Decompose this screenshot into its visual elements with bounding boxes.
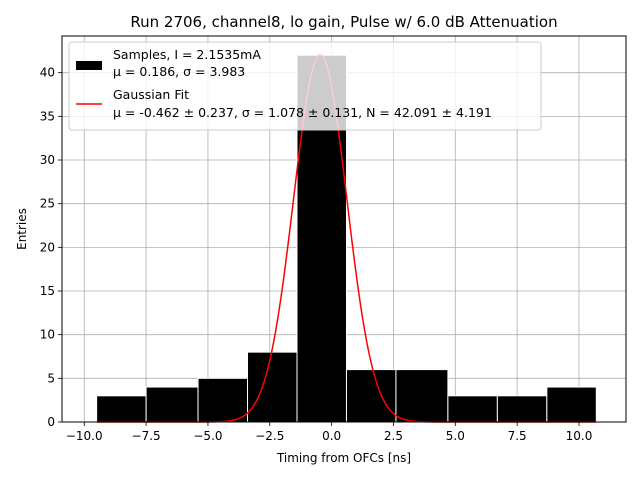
legend-swatch-samples bbox=[76, 61, 102, 70]
y-tick-label: 15 bbox=[40, 284, 55, 298]
y-tick-label: 40 bbox=[40, 66, 55, 80]
y-tick-label: 25 bbox=[40, 197, 55, 211]
histogram-bar bbox=[447, 395, 498, 423]
y-tick-label: 35 bbox=[40, 109, 55, 123]
histogram-bar bbox=[96, 395, 147, 423]
histogram-bar bbox=[247, 351, 298, 423]
legend-samples-line1: Samples, I = 2.1535mA bbox=[113, 47, 261, 62]
x-tick-label: 0.0 bbox=[322, 429, 341, 443]
legend: Samples, I = 2.1535mA μ = 0.186, σ = 3.9… bbox=[68, 41, 542, 131]
x-tick-label: −5.0 bbox=[193, 429, 222, 443]
chart-title: Run 2706, channel8, lo gain, Pulse w/ 6.… bbox=[130, 13, 557, 31]
legend-fit-line1: Gaussian Fit bbox=[113, 87, 189, 102]
x-tick-label: −7.5 bbox=[132, 429, 161, 443]
y-tick-label: 30 bbox=[40, 153, 55, 167]
histogram-bar bbox=[145, 386, 199, 423]
histogram-bar bbox=[546, 386, 597, 423]
y-tick-label: 20 bbox=[40, 240, 55, 254]
x-tick-label: −2.5 bbox=[255, 429, 284, 443]
histogram-bar bbox=[496, 395, 548, 423]
y-axis-label: Entries bbox=[15, 208, 29, 250]
x-tick-label: 10.0 bbox=[566, 429, 593, 443]
x-tick-label: −10.0 bbox=[66, 429, 103, 443]
histogram-bar bbox=[345, 369, 397, 423]
legend-samples-line2: μ = 0.186, σ = 3.983 bbox=[113, 64, 245, 79]
x-tick-label: 2.5 bbox=[384, 429, 403, 443]
y-tick-label: 10 bbox=[40, 328, 55, 342]
legend-box bbox=[68, 41, 542, 131]
y-tick-label: 5 bbox=[47, 371, 55, 385]
x-tick-label: 7.5 bbox=[508, 429, 527, 443]
plot-frame bbox=[61, 35, 627, 423]
y-tick-label: 0 bbox=[47, 415, 55, 429]
histogram-bar bbox=[395, 369, 449, 423]
x-tick-label: 5.0 bbox=[446, 429, 465, 443]
x-axis-ticks: −10.0 −7.5 −5.0 −2.5 0.0 2.5 5.0 7.5 10.0 bbox=[66, 422, 592, 443]
x-axis-label: Timing from OFCs [ns] bbox=[276, 451, 411, 465]
legend-fit-line2: μ = -0.462 ± 0.237, σ = 1.078 ± 0.131, N… bbox=[113, 105, 492, 120]
histogram-bar bbox=[197, 377, 249, 423]
y-axis-ticks: 0 5 10 15 20 25 30 35 40 bbox=[40, 66, 62, 429]
